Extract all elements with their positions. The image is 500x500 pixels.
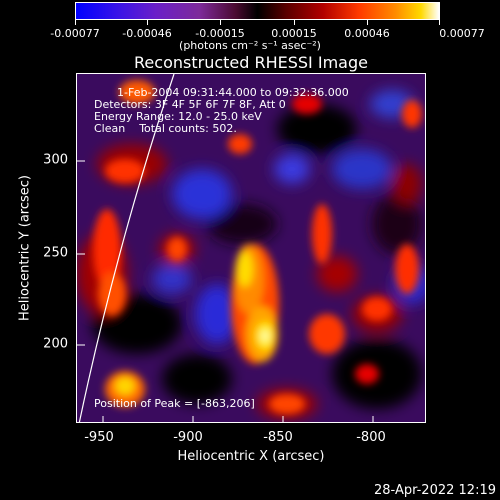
peak-position-annotation: Position of Peak = [-863,206] bbox=[94, 397, 255, 410]
solar-limb-line bbox=[78, 74, 175, 422]
colorbar-tick bbox=[75, 20, 76, 25]
colorbar-tick-label: 0.00077 bbox=[439, 27, 485, 40]
colorbar-tick bbox=[220, 20, 221, 25]
energy-range-annotation: Energy Range: 12.0 - 25.0 keV bbox=[94, 110, 262, 123]
y-tick-label: 250 bbox=[43, 245, 68, 261]
colorbar-tick bbox=[147, 20, 148, 25]
colorbar-tick-label: -0.00015 bbox=[195, 27, 245, 40]
colorbar-tick bbox=[439, 20, 440, 25]
colorbar-tick bbox=[367, 20, 368, 25]
detectors-annotation: Detectors: 3F 4F 5F 6F 7F 8F, Att 0 bbox=[94, 98, 286, 111]
x-tick-label: -950 bbox=[84, 430, 114, 445]
x-tick-label: -900 bbox=[173, 430, 203, 445]
x-axis-label: Heliocentric X (arcsec) bbox=[177, 449, 325, 464]
y-axis-label: Heliocentric Y (arcsec) bbox=[17, 175, 33, 321]
x-tick-label: -800 bbox=[356, 430, 386, 445]
colorbar-tick-label: 0.00015 bbox=[271, 27, 317, 40]
time-range-annotation: 1-Feb-2004 09:31:44.000 to 09:32:36.000 bbox=[117, 86, 349, 99]
colorbar bbox=[75, 2, 440, 20]
plot-title: Reconstructed RHESSI Image bbox=[134, 53, 368, 72]
timestamp: 28-Apr-2022 12:19 bbox=[374, 483, 496, 498]
colorbar-tick-label: -0.00077 bbox=[50, 27, 100, 40]
colorbar-tick-label: -0.00046 bbox=[122, 27, 172, 40]
colorbar-units: (photons cm⁻² s⁻¹ asec⁻²) bbox=[179, 39, 321, 52]
colorbar-ticks bbox=[75, 20, 440, 26]
rhessi-image bbox=[77, 74, 425, 422]
clean-annotation: Clean Total counts: 502. bbox=[94, 122, 237, 135]
y-tick-label: 300 bbox=[43, 152, 68, 168]
x-tick-label: -850 bbox=[263, 430, 293, 445]
colorbar-tick bbox=[294, 20, 295, 25]
y-tick-label: 200 bbox=[43, 336, 68, 352]
colorbar-tick-label: 0.00046 bbox=[344, 27, 390, 40]
rhessi-image-plot: 1-Feb-2004 09:31:44.000 to 09:32:36.000 … bbox=[76, 73, 426, 423]
